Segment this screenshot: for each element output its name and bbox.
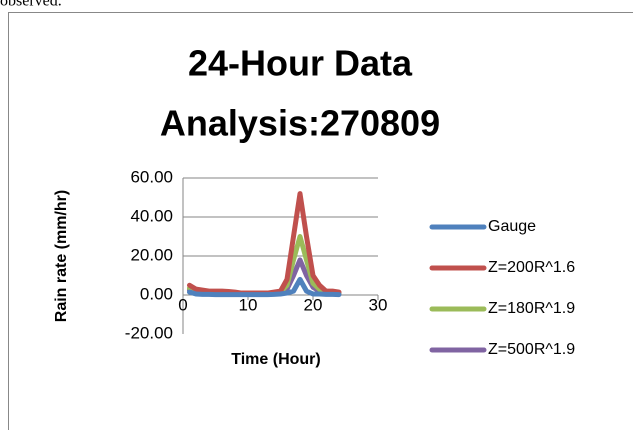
y-axis-title: Rain rate (mm/hr)	[53, 190, 70, 322]
legend-label: Z=500R^1.9	[488, 341, 575, 358]
x-tick-label: 10	[239, 295, 258, 314]
y-tick-label: 20.00	[130, 245, 173, 264]
legend-label: Z=180R^1.9	[488, 300, 575, 317]
y-tick-label: 40.00	[130, 206, 173, 225]
legend-label: Z=200R^1.6	[488, 259, 575, 276]
chart-title: Analysis:270809	[160, 103, 440, 144]
y-tick-label: -20.00	[125, 323, 173, 342]
x-tick-label: 20	[304, 295, 323, 314]
chart-frame	[8, 12, 633, 430]
y-tick-label: 60.00	[130, 167, 173, 186]
legend-label: Gauge	[488, 218, 536, 235]
series-line	[187, 276, 342, 298]
x-tick-label: 0	[178, 295, 187, 314]
y-tick-label: 0.00	[140, 284, 173, 303]
chart-title: 24-Hour Data	[188, 43, 413, 84]
caption: observed.	[0, 0, 62, 10]
x-tick-label: 30	[369, 295, 388, 314]
x-axis-title: Time (Hour)	[231, 351, 320, 368]
